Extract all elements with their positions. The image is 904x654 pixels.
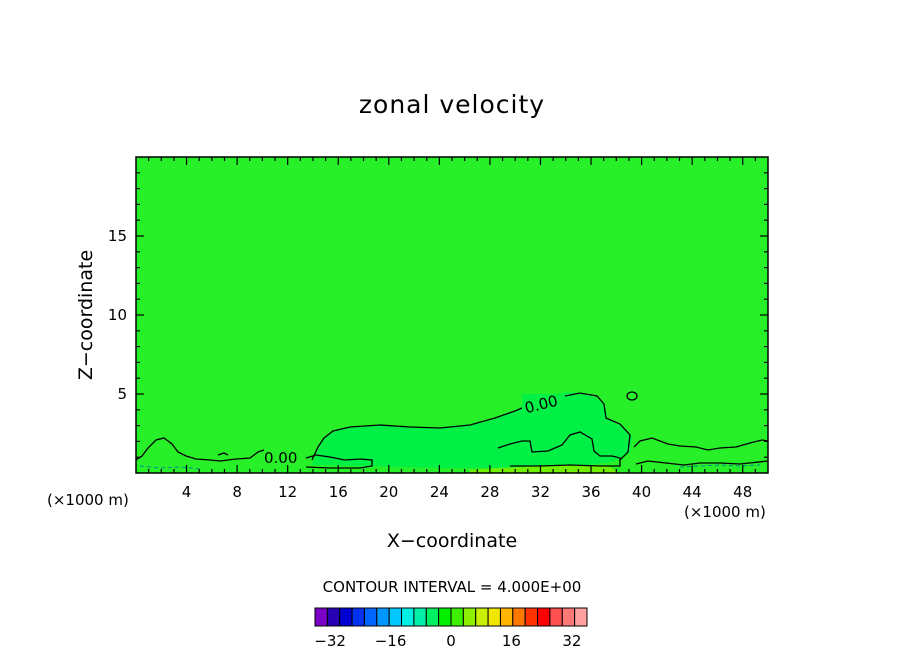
colorbar-swatch [475, 607, 489, 627]
colorbar-swatch [351, 607, 365, 627]
colorbar-tick-labels: −32 −16 0 16 32 [314, 632, 581, 650]
x-tick-label: 28 [480, 483, 499, 501]
colorbar-swatch [549, 607, 563, 627]
x-tick-label: 32 [531, 483, 550, 501]
x-tick-label: 24 [430, 483, 449, 501]
colorbar-swatch [363, 607, 378, 627]
colorbar-swatch [438, 607, 452, 627]
colorbar-swatch [326, 607, 341, 627]
y-axis-label: Z−coordinate [75, 250, 97, 380]
y-tick-label: 5 [117, 385, 127, 403]
negative-dashed-contour [139, 464, 761, 470]
zero-contour-lower-3 [497, 431, 621, 467]
colorbar-swatch [376, 607, 390, 627]
zero-contour-right [633, 437, 769, 451]
x-axis-label: X−coordinate [387, 530, 517, 552]
colorbar-swatch [314, 607, 328, 627]
contour-label: 0.00 [264, 449, 297, 467]
colorbar-swatch [388, 607, 403, 627]
colorbar [314, 607, 588, 627]
x-unit-right: (×1000 m) [684, 503, 766, 521]
colorbar-tick-label: 16 [502, 632, 521, 650]
colorbar-swatch [401, 607, 415, 627]
colorbar-swatch [499, 607, 514, 627]
zero-contour-main [311, 407, 523, 461]
near-surface-shear-region [470, 465, 620, 473]
contour-small-blob [217, 452, 229, 456]
zero-contour-lower-2 [305, 454, 373, 469]
colorbar-swatch [574, 607, 588, 627]
plot-background [136, 157, 768, 473]
zero-contour-right-2 [635, 460, 769, 466]
contour-interval-text: CONTOUR INTERVAL = 4.000E+00 [323, 578, 582, 596]
colorbar-swatch [339, 607, 353, 627]
x-tick-label: 20 [379, 483, 398, 501]
colorbar-swatch [561, 607, 576, 627]
x-tick-label: 4 [182, 483, 192, 501]
contour-label-bg [264, 448, 306, 464]
colorbar-swatch [512, 607, 526, 627]
y-tick-label: 10 [108, 306, 127, 324]
x-tick-label: 8 [232, 483, 242, 501]
y-axis-ticks: 5 10 15 [108, 172, 768, 458]
x-tick-label: 36 [581, 483, 600, 501]
colorbar-tick-label: −32 [314, 632, 346, 650]
x-axis-ticks: 4 8 12 16 20 24 28 32 36 40 44 48 [148, 157, 756, 501]
colorbar-swatch [537, 607, 551, 627]
x-tick-label: 12 [278, 483, 297, 501]
x-unit-left: (×1000 m) [47, 491, 129, 509]
x-tick-label: 44 [683, 483, 702, 501]
x-tick-label: 16 [329, 483, 348, 501]
x-tick-label: 48 [733, 483, 752, 501]
contour-lines [135, 391, 769, 469]
colorbar-swatch [413, 607, 427, 627]
colorbar-swatch [450, 607, 464, 627]
colorbar-tick-label: 0 [446, 632, 456, 650]
zero-contour-main-upper [564, 392, 631, 461]
contour-closed-cell [626, 391, 638, 401]
colorbar-swatch [487, 607, 501, 627]
y-tick-label: 15 [108, 227, 127, 245]
zero-contour-lower [135, 437, 265, 462]
x-tick-label: 40 [632, 483, 651, 501]
colorbar-tick-label: −16 [375, 632, 407, 650]
contour-labels: 0.00 0.00 [264, 392, 564, 467]
colorbar-swatch [524, 607, 539, 627]
colorbar-swatch [425, 607, 440, 627]
colorbar-swatch [462, 607, 477, 627]
chart-title: zonal velocity [359, 90, 545, 119]
colorbar-tick-label: 32 [562, 632, 581, 650]
plot-area: 0.00 0.00 [135, 156, 769, 474]
contour-label-bg [522, 394, 564, 410]
